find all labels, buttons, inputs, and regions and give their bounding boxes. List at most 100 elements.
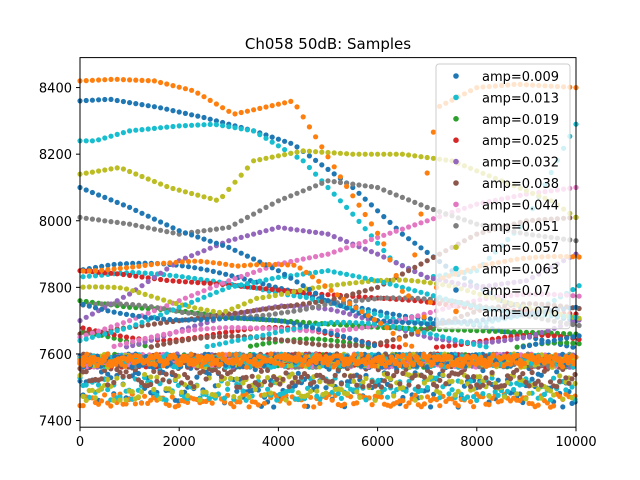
point-amp-0-032 — [368, 249, 374, 255]
point-amp-0-009 — [96, 97, 102, 103]
point-amp-0-019 — [511, 329, 517, 335]
point-amp-0-057 — [275, 153, 281, 159]
point-amp-0-032-echo — [533, 331, 539, 338]
point-amp-0-013 — [83, 138, 89, 144]
point-cluster-1 — [329, 397, 335, 403]
point-amp-0-057 — [319, 149, 325, 155]
x-tick-label: 10000 — [555, 435, 596, 450]
point-cluster-4 — [255, 382, 261, 388]
point-cluster-3 — [572, 380, 578, 387]
legend-marker — [453, 137, 459, 143]
point-band-top — [494, 361, 500, 367]
point-amp-0-051 — [275, 198, 281, 204]
point-cluster-4 — [283, 370, 289, 376]
point-amp-0-076 — [306, 124, 312, 130]
point-amp-0-057-echo — [216, 309, 223, 315]
point-amp-0-076-echo — [111, 266, 117, 272]
point-amp-0-076 — [294, 104, 300, 110]
point-amp-0-013 — [232, 125, 238, 131]
point-amp-0-07-echo — [539, 340, 545, 346]
point-amp-0-032-echo — [495, 338, 502, 344]
point-amp-0-076-echo — [427, 299, 433, 305]
point-cluster-1 — [369, 402, 375, 408]
point-amp-0-032 — [300, 228, 306, 234]
point-amp-0-063 — [337, 270, 343, 276]
point-band-top — [569, 353, 575, 359]
point-amp-0-076 — [189, 87, 195, 93]
point-cluster-2 — [240, 388, 246, 394]
point-amp-0-025-echo — [80, 325, 86, 331]
point-amp-0-057 — [344, 151, 350, 157]
point-amp-0-019 — [492, 328, 498, 334]
point-cluster-1 — [468, 399, 474, 405]
point-band-top — [208, 361, 214, 367]
x-tick-label: 6000 — [361, 435, 394, 450]
point-cluster-3 — [169, 389, 175, 395]
point-amp-0-076-echo — [365, 313, 371, 319]
point-amp-0-051-echo — [161, 306, 167, 312]
legend-marker — [453, 201, 459, 208]
point-amp-0-051-echo — [390, 295, 396, 301]
point-cluster-3 — [452, 392, 458, 398]
point-amp-0-032-echo — [334, 308, 340, 314]
point-cluster-4 — [384, 371, 391, 377]
point-cluster-3 — [400, 385, 406, 391]
point-amp-0-044-echo — [167, 330, 173, 336]
point-amp-0-057 — [151, 178, 157, 185]
point-amp-0-051-echo — [260, 312, 266, 319]
point-amp-0-051 — [282, 195, 288, 201]
point-amp-0-009-echo — [570, 344, 576, 350]
point-amp-0-07-echo — [520, 344, 526, 350]
point-cluster-3 — [203, 389, 209, 395]
point-amp-0-051 — [294, 190, 300, 196]
point-amp-0-032 — [430, 276, 436, 282]
point-amp-0-076 — [331, 164, 337, 170]
point-amp-0-051-echo — [359, 297, 365, 303]
point-cluster-2 — [547, 397, 554, 403]
point-band-top — [365, 355, 371, 361]
point-amp-0-057-echo — [154, 295, 161, 301]
point-amp-0-044-echo — [204, 326, 210, 332]
point-cluster-2 — [541, 391, 548, 398]
point-amp-0-057 — [331, 150, 337, 156]
point-cluster-4 — [372, 383, 378, 389]
point-amp-0-051-echo — [365, 296, 371, 303]
point-amp-0-044-echo — [427, 309, 433, 316]
point-cluster-3 — [178, 389, 185, 395]
point-amp-0-063 — [294, 272, 300, 278]
point-band-top — [398, 354, 404, 360]
point-cluster-4 — [480, 382, 486, 388]
point-cluster-4 — [154, 378, 160, 384]
point-band-top — [571, 361, 577, 367]
point-cluster-3 — [412, 397, 418, 403]
point-cluster-4 — [237, 384, 243, 390]
point-amp-0-07-echo — [142, 314, 148, 320]
point-amp-0-076-echo — [99, 267, 105, 273]
point-amp-0-076 — [89, 77, 95, 83]
point-cluster-3 — [234, 376, 240, 382]
point-amp-0-051 — [151, 226, 157, 232]
point-amp-0-057 — [251, 158, 257, 164]
point-cluster-4 — [400, 370, 406, 376]
point-amp-0-038-echo — [285, 338, 291, 344]
point-amp-0-038 — [145, 322, 151, 328]
point-cluster-1 — [108, 403, 114, 409]
point-amp-0-076 — [418, 211, 424, 217]
point-amp-0-044 — [251, 269, 257, 275]
point-amp-0-009-echo — [192, 265, 198, 271]
point-amp-0-044-echo — [148, 334, 154, 340]
point-amp-0-07 — [313, 290, 319, 296]
point-amp-0-063 — [207, 292, 213, 298]
point-amp-0-019-echo — [340, 339, 347, 345]
point-band-top — [547, 353, 553, 359]
point-amp-0-051 — [213, 226, 219, 232]
point-amp-0-051-echo — [415, 295, 421, 301]
point-amp-0-07 — [164, 222, 170, 228]
point-cluster-3 — [526, 390, 532, 396]
point-amp-0-07 — [294, 279, 300, 285]
point-amp-0-013-echo — [179, 274, 185, 280]
point-amp-0-057 — [232, 179, 238, 185]
point-cluster-4 — [246, 383, 252, 389]
point-amp-0-038 — [375, 284, 381, 290]
point-cluster-4 — [428, 370, 434, 376]
